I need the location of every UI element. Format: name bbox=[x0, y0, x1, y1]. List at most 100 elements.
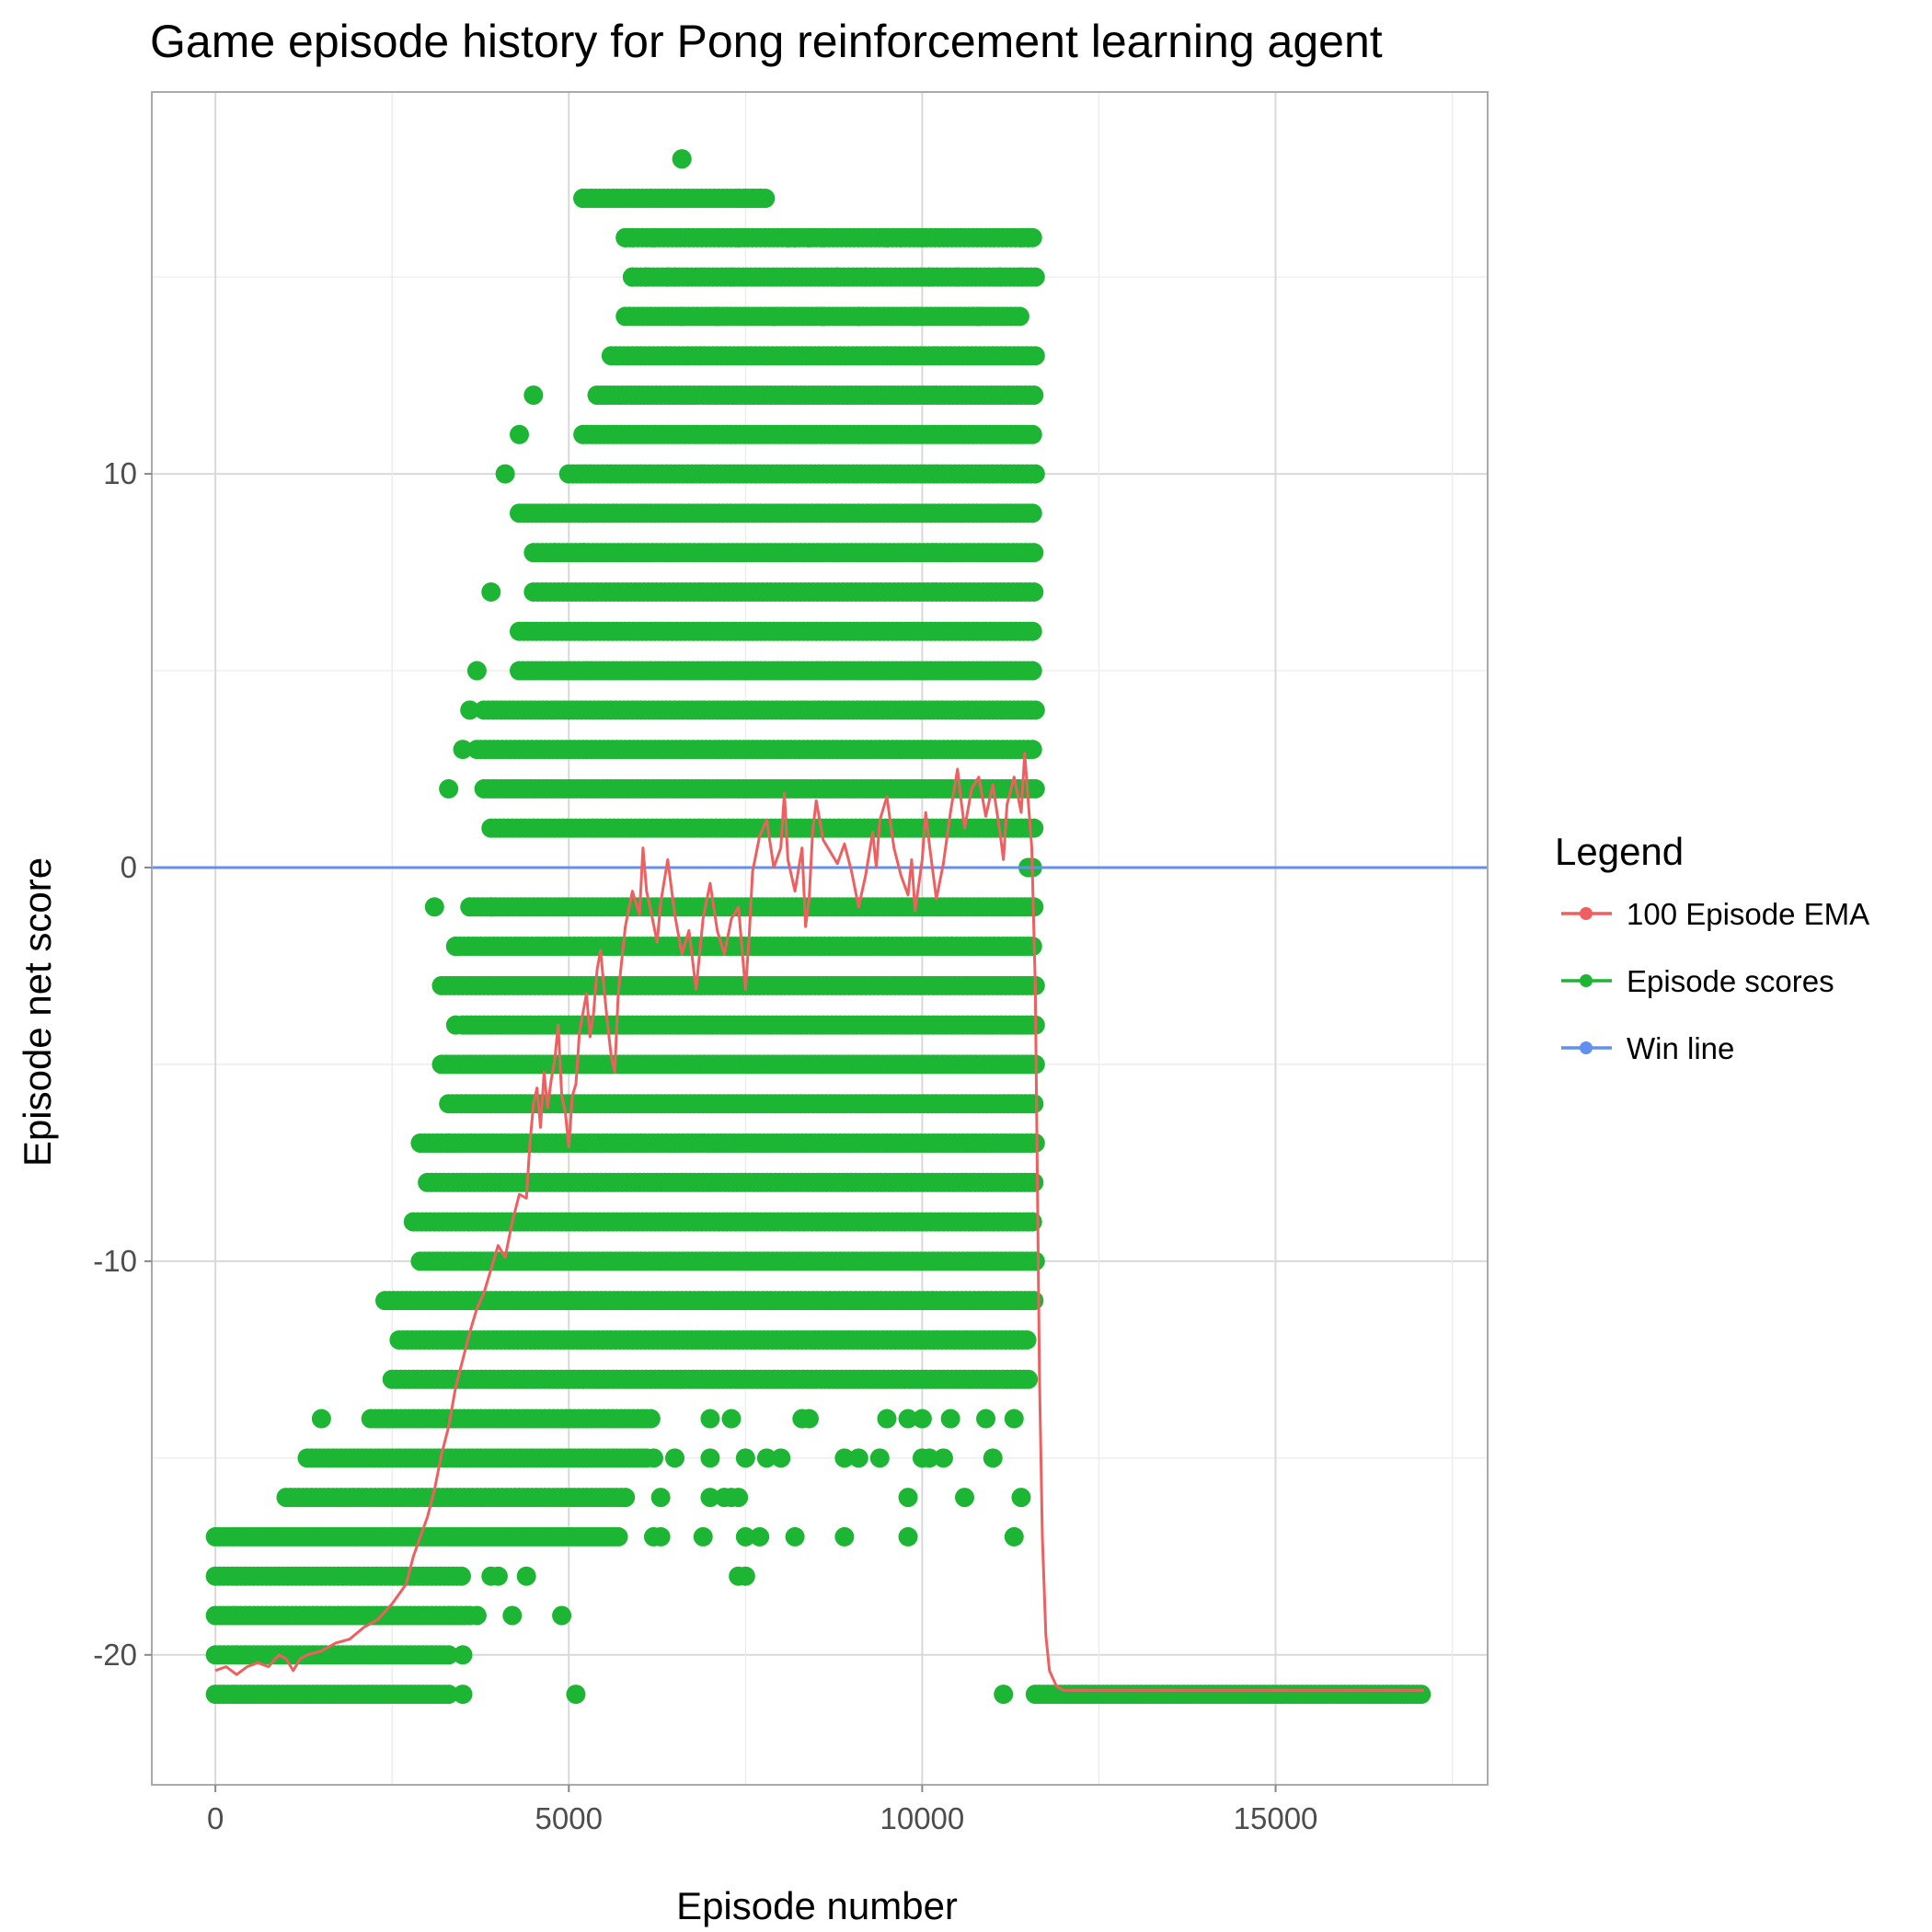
episode-score-point bbox=[994, 1685, 1014, 1705]
episode-score-point bbox=[445, 937, 466, 957]
episode-score-point bbox=[637, 267, 657, 287]
episode-score-point bbox=[898, 1526, 918, 1547]
episode-score-point bbox=[1022, 740, 1042, 760]
episode-score-point bbox=[1024, 385, 1044, 405]
x-tick-label: 10000 bbox=[880, 1801, 965, 1835]
episode-score-point bbox=[799, 227, 819, 247]
episode-score-point bbox=[573, 543, 593, 563]
episode-score-point bbox=[735, 1566, 755, 1586]
episode-score-point bbox=[523, 385, 544, 405]
plot-panel bbox=[151, 91, 1489, 1786]
x-tick-label: 5000 bbox=[535, 1801, 603, 1835]
episode-score-point bbox=[834, 1526, 855, 1547]
episode-score-point bbox=[650, 1526, 671, 1547]
episode-score-point bbox=[877, 1409, 897, 1429]
episode-score-point bbox=[608, 1526, 628, 1547]
episode-score-point bbox=[1022, 937, 1042, 957]
episode-score-point bbox=[905, 306, 926, 327]
episode-score-point bbox=[976, 1409, 996, 1429]
episode-score-point bbox=[640, 1409, 661, 1429]
episode-scores-series bbox=[205, 149, 1432, 1705]
episode-score-point bbox=[1025, 700, 1045, 720]
episode-score-point bbox=[1009, 306, 1029, 327]
episode-score-point bbox=[424, 897, 444, 917]
y-tick-label: 0 bbox=[121, 850, 137, 884]
y-axis-title: Episode net score bbox=[16, 857, 59, 1167]
episode-score-point bbox=[785, 227, 805, 247]
x-axis: 0 5000 10000 15000 bbox=[207, 1785, 1317, 1835]
episode-score-point bbox=[700, 1448, 720, 1468]
episode-score-point bbox=[700, 1409, 720, 1429]
episode-score-point bbox=[1025, 778, 1045, 799]
episode-score-point bbox=[969, 306, 989, 327]
legend-label: Win line bbox=[1627, 1031, 1734, 1065]
episode-score-point bbox=[488, 1566, 508, 1586]
episode-score-point bbox=[912, 1409, 932, 1429]
episode-score-point bbox=[1024, 1094, 1044, 1114]
episode-score-point bbox=[750, 189, 770, 209]
episode-score-point bbox=[1411, 1685, 1432, 1705]
episode-score-point bbox=[764, 306, 784, 327]
episode-score-point bbox=[693, 1526, 713, 1547]
episode-score-point bbox=[898, 1488, 918, 1508]
legend-key-point bbox=[1580, 907, 1593, 920]
episode-score-point bbox=[877, 227, 897, 247]
x-tick-label: 0 bbox=[207, 1801, 224, 1835]
x-tick-label: 15000 bbox=[1234, 1801, 1318, 1835]
episode-score-point bbox=[919, 267, 939, 287]
episode-score-point bbox=[453, 1645, 473, 1665]
episode-score-point bbox=[898, 1409, 918, 1429]
episode-score-point bbox=[891, 227, 911, 247]
episode-score-point bbox=[750, 1526, 770, 1547]
episode-score-point bbox=[1024, 1172, 1044, 1192]
episode-score-point bbox=[460, 700, 480, 720]
episode-score-point bbox=[643, 1448, 663, 1468]
episode-score-point bbox=[545, 543, 565, 563]
episode-score-point bbox=[1025, 1133, 1045, 1154]
episode-score-point bbox=[813, 306, 834, 327]
episode-score-point bbox=[615, 1488, 636, 1508]
ema-line bbox=[214, 752, 1424, 1692]
episode-score-point bbox=[1022, 424, 1042, 444]
episode-score-point bbox=[954, 1488, 974, 1508]
episode-score-point bbox=[1011, 1488, 1031, 1508]
episode-score-point bbox=[721, 267, 742, 287]
episode-score-point bbox=[990, 267, 1010, 287]
episode-score-point bbox=[453, 1685, 473, 1705]
legend-title: Legend bbox=[1555, 830, 1684, 873]
episode-score-point bbox=[466, 661, 487, 681]
episode-score-point bbox=[439, 1645, 459, 1665]
episode-score-point bbox=[721, 1409, 742, 1429]
episode-score-point bbox=[481, 581, 501, 602]
episode-score-point bbox=[1025, 464, 1045, 484]
episode-score-point bbox=[1004, 1526, 1024, 1547]
y-tick-label: 10 bbox=[103, 456, 137, 490]
episode-score-point bbox=[1018, 227, 1039, 247]
episode-score-point bbox=[729, 227, 749, 247]
episode-score-point bbox=[453, 740, 473, 760]
episode-score-point bbox=[912, 227, 932, 247]
episode-score-point bbox=[1024, 581, 1044, 602]
episode-score-point bbox=[672, 149, 692, 169]
episode-score-point bbox=[813, 227, 834, 247]
episode-score-point bbox=[1022, 661, 1042, 681]
episode-score-point bbox=[735, 189, 755, 209]
legend-label: Episode scores bbox=[1627, 964, 1834, 998]
episode-score-point bbox=[933, 1448, 953, 1468]
episode-score-point bbox=[451, 1566, 471, 1586]
episode-score-point bbox=[948, 267, 968, 287]
episode-score-point bbox=[509, 424, 529, 444]
episode-score-point bbox=[566, 1685, 586, 1705]
episode-score-point bbox=[856, 267, 876, 287]
episode-score-point bbox=[552, 1605, 572, 1626]
episode-score-point bbox=[729, 1488, 749, 1508]
episode-score-point bbox=[1024, 818, 1044, 838]
episode-score-point bbox=[940, 1409, 960, 1429]
episode-score-point bbox=[756, 1448, 776, 1468]
episode-score-point bbox=[516, 1566, 536, 1586]
episode-score-point bbox=[481, 897, 501, 917]
episode-score-point bbox=[311, 1409, 331, 1429]
episode-score-point bbox=[1004, 1409, 1024, 1429]
